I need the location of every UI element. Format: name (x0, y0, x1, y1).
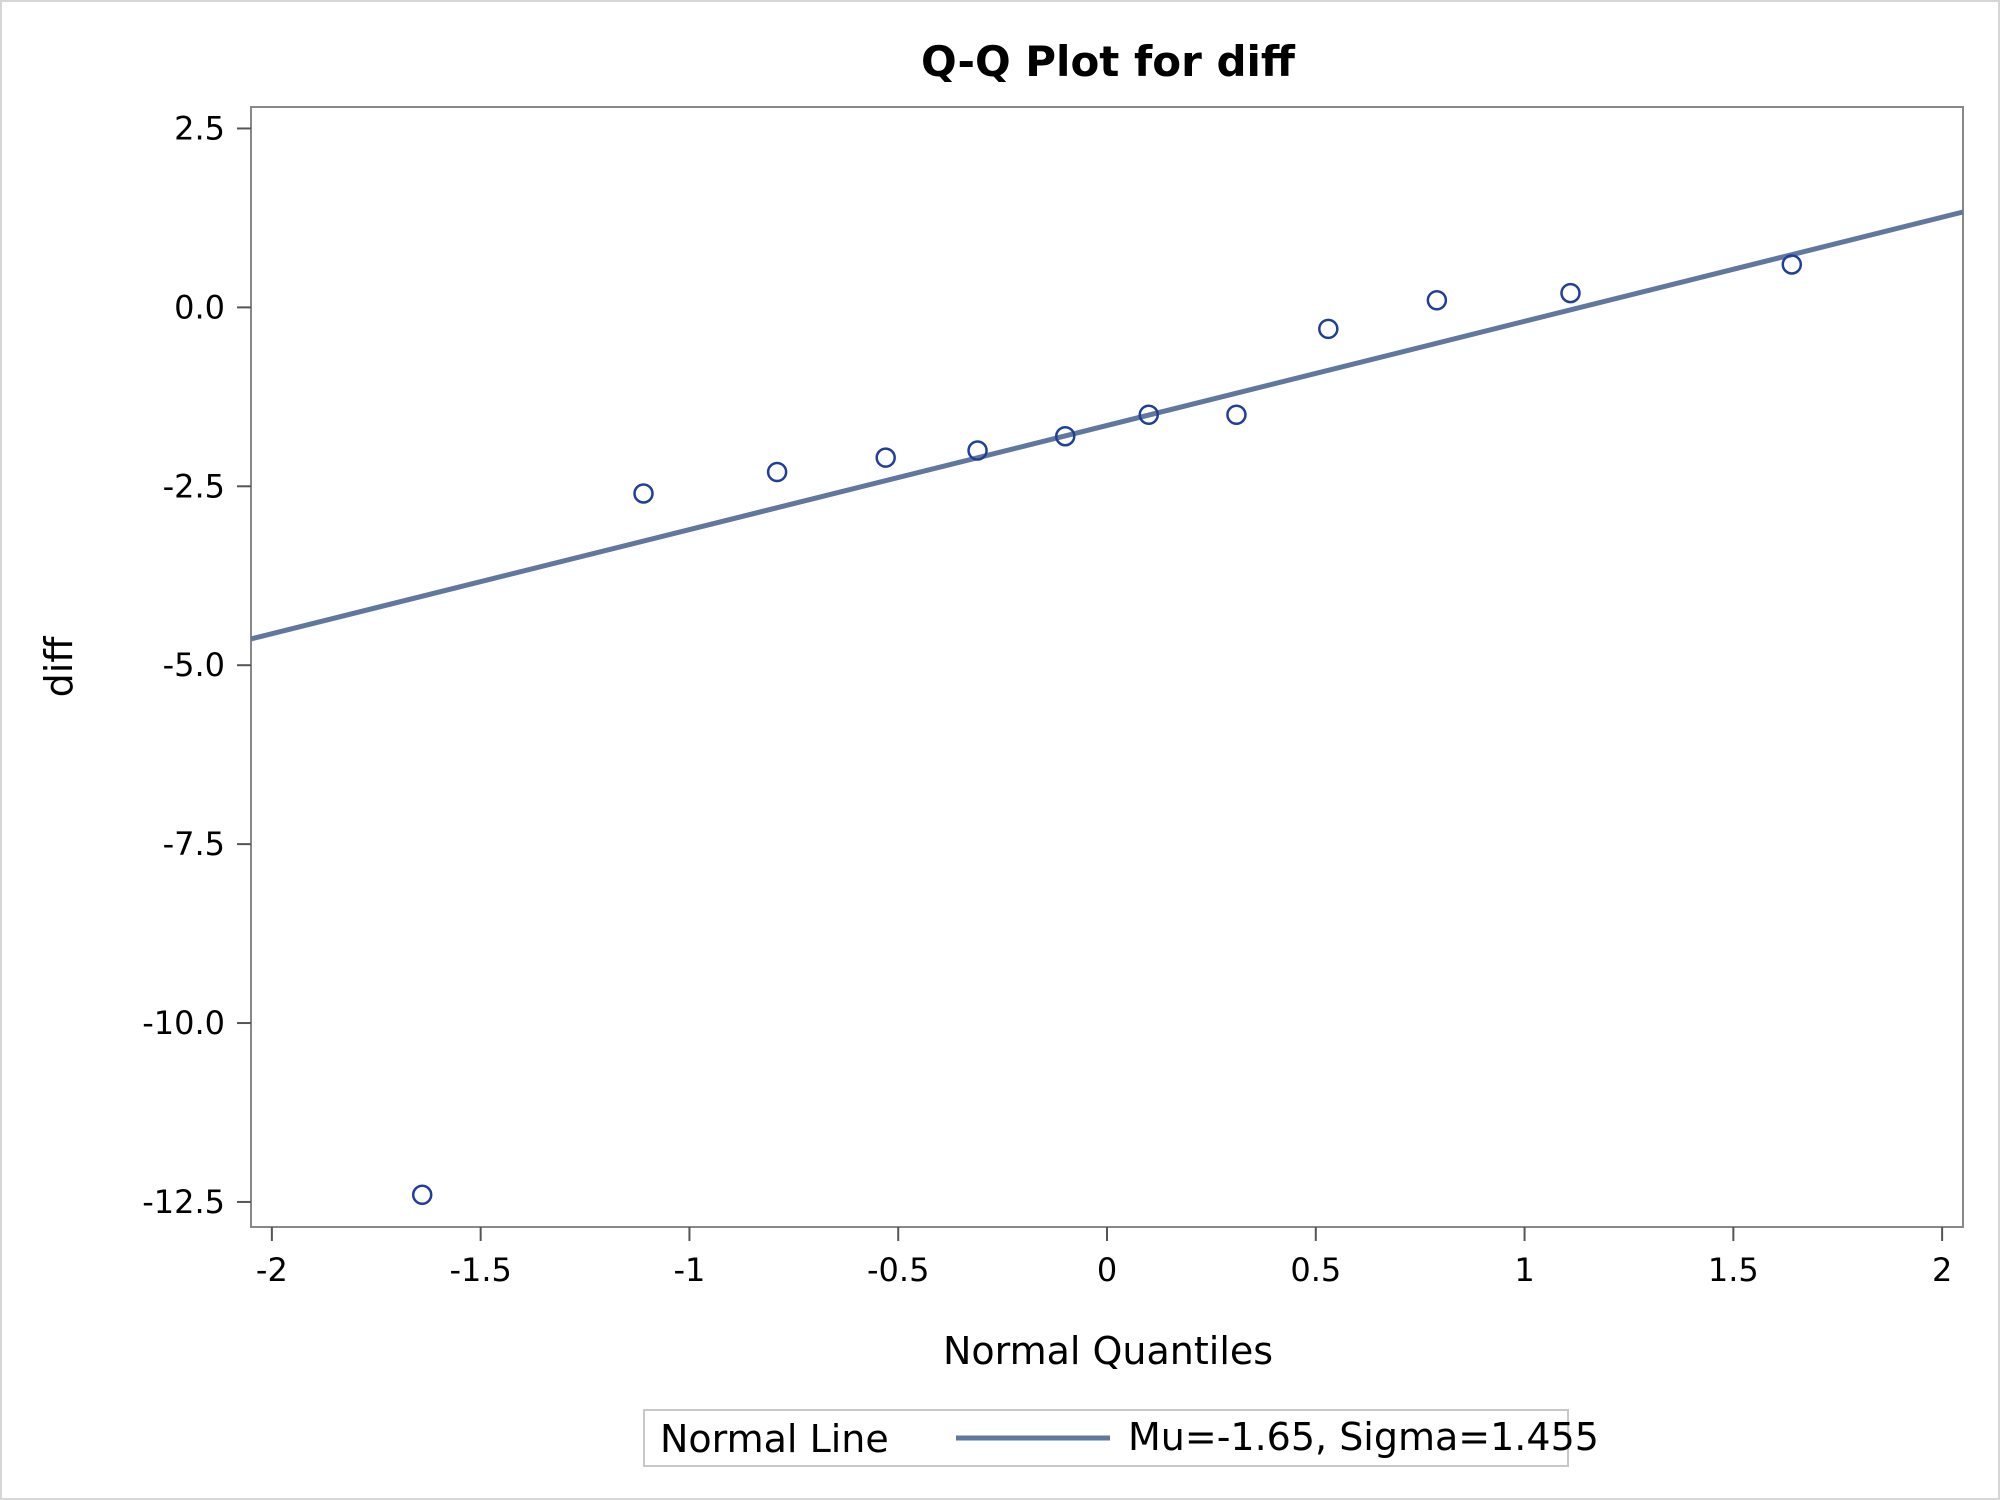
legend-title: Normal Line (660, 1417, 889, 1461)
legend: Normal Line Mu=-1.65, Sigma=1.455 (643, 1409, 1599, 1467)
data-point (1226, 404, 1247, 425)
legend-entry: Mu=-1.65, Sigma=1.455 (1128, 1415, 1599, 1459)
data-point (766, 461, 788, 483)
plot-area (250, 106, 1964, 1228)
y-tick-label: 2.5 (174, 109, 225, 147)
x-tick-label: 1.5 (1708, 1251, 1759, 1289)
x-tick-label: 1 (1514, 1251, 1534, 1289)
x-tick-label: 0 (1097, 1251, 1117, 1289)
y-tick-label: 0.0 (174, 288, 225, 326)
data-point (875, 447, 896, 468)
x-axis: -2 -1.5 -1 -0.5 0 0.5 1 1.5 2 (256, 1227, 1952, 1289)
x-tick-label: 2 (1932, 1251, 1952, 1289)
data-point (1560, 282, 1581, 304)
x-tick-label: -0.5 (867, 1251, 929, 1289)
normal-line (250, 209, 1964, 642)
x-tick-label: -1.5 (449, 1251, 511, 1289)
data-point (1138, 404, 1160, 425)
data-point (1426, 289, 1448, 311)
y-tick-label: -2.5 (163, 467, 225, 505)
y-axis-title: diff (37, 636, 81, 698)
y-tick-label: -10.0 (142, 1004, 225, 1042)
y-tick-label: -5.0 (163, 646, 225, 684)
x-axis-title: Normal Quantiles (943, 1329, 1273, 1373)
data-point (967, 440, 988, 461)
x-tick-label: -1 (673, 1251, 705, 1289)
chart-title: Q-Q Plot for diff (921, 37, 1296, 86)
y-tick-label: -12.5 (142, 1183, 225, 1221)
data-point (411, 1184, 433, 1206)
data-point (1781, 254, 1803, 275)
data-points (411, 254, 1803, 1206)
x-tick-label: -2 (256, 1251, 288, 1289)
y-tick-label: -7.5 (163, 825, 225, 863)
data-point (1318, 318, 1339, 340)
data-point (633, 483, 654, 504)
x-tick-label: 0.5 (1290, 1251, 1341, 1289)
data-point (1054, 425, 1076, 447)
y-axis: 2.5 0.0 -2.5 -5.0 -7.5 -10.0 -12.5 (142, 109, 251, 1221)
